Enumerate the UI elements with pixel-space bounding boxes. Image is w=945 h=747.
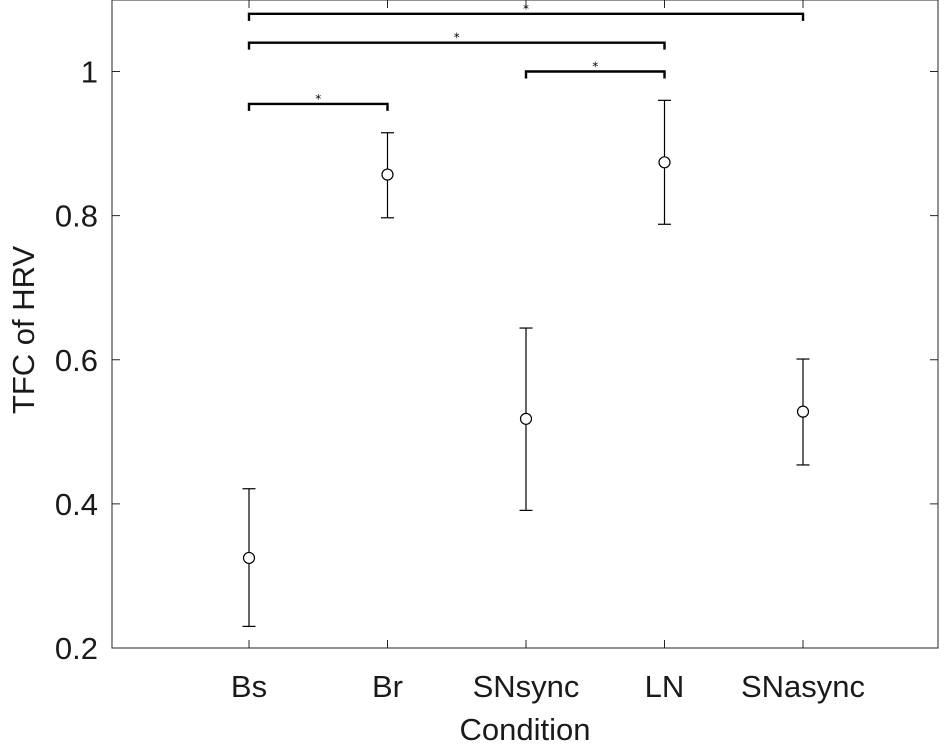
data-point xyxy=(519,412,533,425)
data-point xyxy=(796,405,810,418)
data-points xyxy=(242,156,810,565)
significance-bracket xyxy=(247,102,389,111)
significance-star: * xyxy=(592,60,598,74)
plot-area xyxy=(111,0,939,649)
y-axis-ticks: 0.2 0.4 0.6 0.8 1 xyxy=(55,55,938,666)
x-tick-label: LN xyxy=(645,669,685,704)
x-tick-label: SNsync xyxy=(473,669,580,704)
significance-bracket xyxy=(247,41,666,50)
x-tick-label: Bs xyxy=(231,669,267,704)
y-tick-label: 0.8 xyxy=(55,199,98,234)
significance-star: * xyxy=(523,2,529,16)
y-tick-label: 0.2 xyxy=(55,631,98,666)
y-axis-label: TFC of HRV xyxy=(6,246,41,415)
significance-bracket xyxy=(524,70,666,79)
significance-star: * xyxy=(315,92,321,106)
y-tick-label: 0.4 xyxy=(55,487,98,522)
data-point xyxy=(658,156,671,169)
y-tick-label: 0.6 xyxy=(55,343,98,378)
significance-bracket xyxy=(247,12,805,21)
x-tick-label: Br xyxy=(372,669,403,704)
data-point xyxy=(242,551,256,565)
significance-star: * xyxy=(454,31,460,45)
x-axis-ticks: Bs Br SNsync LN SNasync xyxy=(231,0,865,704)
data-point xyxy=(381,168,394,181)
x-tick-label: SNasync xyxy=(741,669,865,704)
x-axis-label: Condition xyxy=(460,712,591,747)
y-tick-label: 1 xyxy=(81,55,98,90)
significance-brackets: * * * * xyxy=(247,2,805,111)
